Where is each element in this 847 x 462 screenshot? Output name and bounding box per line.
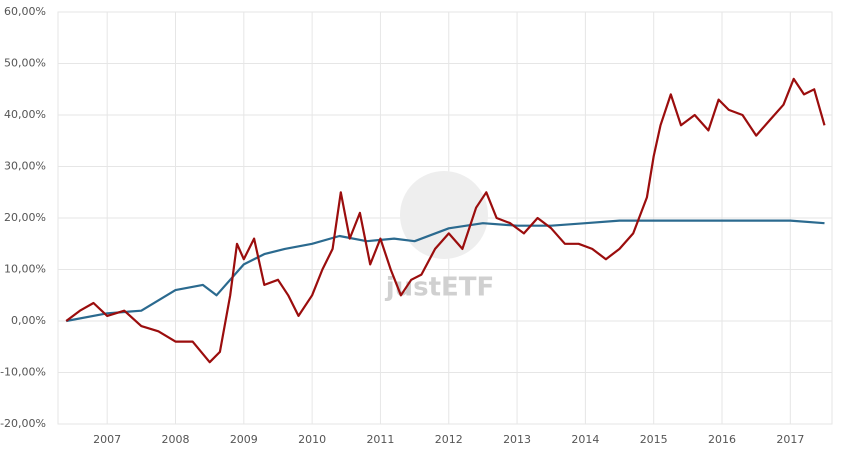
line-series [65, 77, 826, 364]
x-tick-label: 2016 [708, 433, 736, 446]
y-tick-label: 40,00% [4, 108, 46, 121]
y-tick-label: -20,00% [0, 417, 46, 430]
x-tick-label: 2007 [93, 433, 121, 446]
y-tick-label: 60,00% [4, 5, 46, 18]
y-tick-label: -10,00% [0, 366, 46, 379]
y-tick-label: 30,00% [4, 160, 46, 173]
x-tick-label: 2009 [230, 433, 258, 446]
x-tick-label: 2012 [435, 433, 463, 446]
y-tick-label: 50,00% [4, 57, 46, 70]
watermark: justETF [385, 273, 495, 303]
x-tick-label: 2015 [640, 433, 668, 446]
x-tick-label: 2013 [503, 433, 531, 446]
x-tick-label: 2011 [366, 433, 394, 446]
x-tick-label: 2010 [298, 433, 326, 446]
y-tick-label: 0,00% [11, 314, 46, 327]
x-tick-label: 2008 [162, 433, 190, 446]
y-tick-label: 20,00% [4, 211, 46, 224]
x-tick-label: 2014 [571, 433, 599, 446]
x-tick-label: 2017 [776, 433, 804, 446]
y-tick-label: 10,00% [4, 263, 46, 276]
line-series [65, 219, 825, 323]
